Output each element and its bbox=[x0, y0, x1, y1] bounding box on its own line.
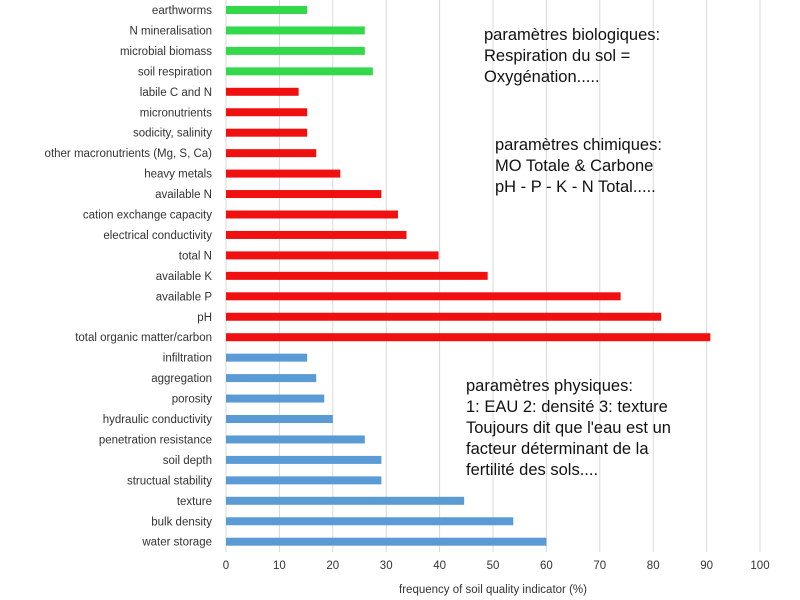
y-tick-label: porosity bbox=[172, 394, 213, 406]
y-tick-label: total N bbox=[179, 250, 212, 262]
y-tick-label: microbial biomass bbox=[120, 46, 212, 58]
y-tick-label: infiltration bbox=[163, 353, 212, 365]
biological-annotation-line: paramètres biologiques: bbox=[484, 26, 661, 44]
y-tick-label: other macronutrients (Mg, S, Ca) bbox=[45, 148, 213, 160]
bar-chemical bbox=[226, 210, 398, 219]
x-tick-label: 100 bbox=[750, 560, 769, 572]
bar-physical bbox=[226, 374, 317, 383]
y-tick-label: sodicity, salinity bbox=[133, 128, 212, 140]
bar-chemical bbox=[226, 190, 382, 199]
bar-chemical bbox=[226, 87, 299, 96]
biological-annotation-line: Respiration du sol = bbox=[484, 47, 631, 65]
biological-annotation: paramètres biologiques: Respiration du s… bbox=[484, 25, 660, 88]
x-tick-label: 40 bbox=[433, 560, 446, 572]
y-tick-label: available K bbox=[156, 271, 213, 283]
x-tick-label: 70 bbox=[593, 560, 606, 572]
y-tick-label: electrical conductivity bbox=[103, 230, 212, 242]
bar-chemical bbox=[226, 292, 621, 301]
bar-chemical bbox=[226, 108, 308, 117]
bar-physical bbox=[226, 517, 514, 526]
y-tick-label: micronutrients bbox=[140, 107, 212, 119]
y-tick-label: earthworms bbox=[152, 5, 212, 17]
y-tick-label: pH bbox=[197, 312, 212, 324]
x-tick-label: 0 bbox=[223, 560, 229, 572]
chemical-annotation-line: MO Totale & Carbone bbox=[495, 157, 654, 175]
physical-annotation-line: facteur déterminant de la bbox=[466, 440, 649, 458]
bar-physical bbox=[226, 353, 308, 362]
y-axis-labels: earthworms N mineralisation microbial biom… bbox=[45, 5, 213, 549]
chemical-annotation-line: pH - P - K - N Total..... bbox=[495, 178, 656, 196]
x-tick-label: 10 bbox=[273, 560, 286, 572]
bar-chemical bbox=[226, 271, 488, 280]
y-tick-label: cation exchange capacity bbox=[83, 210, 212, 222]
biological-annotation-line: Oxygénation..... bbox=[484, 68, 600, 86]
x-axis-label: frequency of soil quality indicator (%) bbox=[399, 584, 587, 596]
chemical-annotation: paramètres chimiques: MO Totale & Carbon… bbox=[495, 135, 662, 198]
bar-chemical bbox=[226, 149, 317, 158]
bar-chemical bbox=[226, 333, 711, 342]
x-tick-label: 30 bbox=[380, 560, 393, 572]
y-tick-label: soil respiration bbox=[138, 66, 212, 78]
chart-bars bbox=[226, 6, 711, 546]
bar-physical bbox=[226, 435, 365, 444]
y-tick-label: water storage bbox=[141, 537, 212, 549]
x-tick-label: 90 bbox=[700, 560, 713, 572]
y-tick-label: penetration resistance bbox=[99, 434, 212, 446]
y-tick-label: labile C and N bbox=[140, 87, 212, 99]
physical-annotation-line: fertilité des sols.... bbox=[466, 461, 599, 479]
y-tick-label: total organic matter/carbon bbox=[75, 332, 212, 344]
y-tick-label: hydraulic conductivity bbox=[103, 414, 213, 426]
x-axis-ticks: 0 10 20 30 40 50 60 70 80 90 100 bbox=[223, 560, 770, 572]
x-tick-label: 50 bbox=[487, 560, 500, 572]
physical-annotation-line: Toujours dit que l'eau est un bbox=[466, 419, 671, 437]
y-tick-label: aggregation bbox=[151, 373, 212, 385]
bar-physical bbox=[226, 537, 547, 546]
bar-physical bbox=[226, 394, 325, 403]
y-tick-label: heavy metals bbox=[144, 169, 212, 181]
bar-chemical bbox=[226, 169, 341, 178]
y-tick-label: bulk density bbox=[151, 516, 212, 528]
y-tick-label: soil depth bbox=[163, 455, 212, 467]
bar-physical bbox=[226, 415, 333, 423]
bar-physical bbox=[226, 455, 382, 464]
bar-chemical bbox=[226, 128, 308, 137]
bar-biological bbox=[226, 46, 365, 55]
y-tick-label: available P bbox=[156, 291, 213, 303]
bar-chemical bbox=[226, 312, 662, 321]
x-tick-label: 80 bbox=[647, 560, 660, 572]
bar-biological bbox=[226, 67, 373, 76]
physical-annotation-line: paramètres physiques: bbox=[466, 377, 633, 395]
bar-physical bbox=[226, 476, 382, 485]
x-tick-label: 60 bbox=[540, 560, 553, 572]
chemical-annotation-line: paramètres chimiques: bbox=[495, 136, 662, 154]
y-tick-label: texture bbox=[177, 496, 212, 508]
x-tick-label: 20 bbox=[326, 560, 339, 572]
bar-physical bbox=[226, 496, 465, 505]
y-tick-label: N mineralisation bbox=[130, 25, 212, 37]
physical-annotation-line: 1: EAU 2: densité 3: texture bbox=[466, 398, 668, 416]
bar-biological bbox=[226, 26, 365, 35]
bar-biological bbox=[226, 6, 308, 14]
bar-chemical bbox=[226, 251, 439, 260]
bar-chemical bbox=[226, 230, 407, 239]
y-tick-label: structual stability bbox=[127, 475, 212, 487]
y-tick-label: available N bbox=[155, 189, 212, 201]
physical-annotation: paramètres physiques: 1: EAU 2: densité … bbox=[466, 376, 671, 481]
